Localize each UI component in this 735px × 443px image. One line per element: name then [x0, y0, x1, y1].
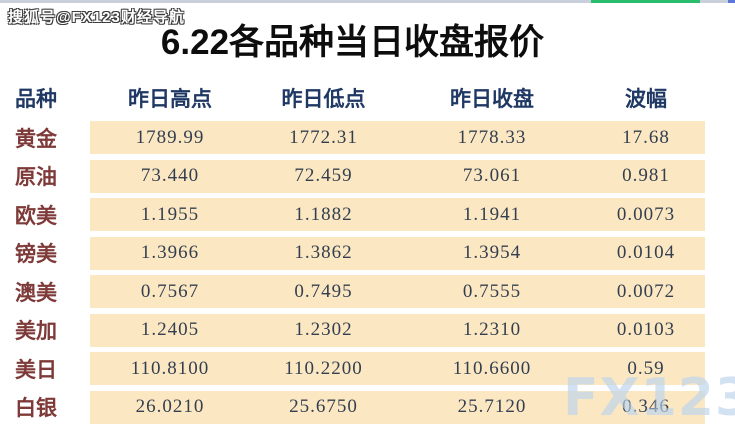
row-label: 白银 [0, 390, 90, 424]
column-header-low: 昨日低点 [281, 87, 366, 111]
cell-close: 110.6600 [452, 357, 532, 379]
row-label: 黄金 [0, 121, 90, 154]
row-label: 原油 [0, 159, 90, 193]
cell-range: 0.0072 [616, 280, 676, 302]
table-row: 欧美 1.1955 1.1882 1.1941 0.0073 [0, 198, 735, 231]
column-header-range: 波幅 [625, 87, 667, 111]
row-band: 110.8100 110.2200 110.6600 0.59 [90, 352, 705, 385]
column-header-instrument: 品种 [15, 87, 57, 111]
cell-low: 1.3862 [294, 242, 353, 263]
table-row: 美加 1.2405 1.2302 1.2310 0.0103 [0, 313, 735, 347]
top-progress-thumb[interactable] [591, 0, 700, 3]
table-row: 澳美 0.7567 0.7495 0.7555 0.0072 [0, 275, 735, 308]
cell-high: 1.3966 [140, 242, 200, 263]
cell-high: 1.2405 [140, 319, 200, 340]
cell-range: 0.0073 [616, 203, 676, 225]
cell-range: 0.981 [622, 165, 670, 186]
cell-close: 1.3954 [462, 242, 522, 263]
column-header-close: 昨日收盘 [450, 87, 534, 111]
cell-close: 0.7555 [462, 280, 522, 302]
cell-low: 72.459 [294, 165, 353, 186]
cell-high: 73.440 [140, 165, 200, 186]
cell-high: 1.1955 [140, 203, 200, 225]
cell-close: 73.061 [462, 165, 522, 186]
cell-range: 0.0103 [616, 319, 676, 340]
fx123-watermark-logo: FX123 [563, 368, 735, 428]
cell-close: 1.2310 [462, 319, 522, 340]
row-band: 73.440 72.459 73.061 0.981 [90, 159, 705, 193]
row-band: 1.1955 1.1882 1.1941 0.0073 [90, 198, 705, 231]
table-row: 美日 110.8100 110.2200 110.6600 0.59 [0, 352, 735, 385]
table-body: 黄金 1789.99 1772.31 1778.33 17.68 原油 73.4… [0, 121, 735, 424]
table-row: 白银 26.0210 25.6750 25.7120 0.346 [0, 390, 735, 424]
cell-low: 1.2302 [294, 319, 353, 340]
row-band: 26.0210 25.6750 25.7120 0.346 [90, 390, 705, 424]
cell-low: 0.7495 [294, 280, 353, 302]
cell-high: 26.0210 [135, 396, 205, 417]
row-band: 0.7567 0.7495 0.7555 0.0072 [90, 275, 705, 308]
cell-range: 0.346 [622, 396, 670, 417]
row-band: 1789.99 1772.31 1778.33 17.68 [90, 121, 705, 154]
row-band: 1.3966 1.3862 1.3954 0.0104 [90, 236, 705, 270]
row-label: 美加 [0, 313, 90, 347]
cell-close: 1778.33 [457, 126, 527, 148]
cell-high: 1789.99 [135, 126, 205, 148]
column-header-high: 昨日高点 [128, 87, 212, 111]
cell-range: 0.59 [627, 357, 665, 379]
cell-close: 1.1941 [462, 203, 522, 225]
table-header: 品种 昨日高点 昨日低点 昨日收盘 波幅 [0, 80, 705, 116]
row-label: 欧美 [0, 198, 90, 231]
cell-low: 1772.31 [289, 126, 358, 148]
top-progress-corner [728, 0, 735, 3]
sohu-watermark: 搜狐号@FX123财经导航 [8, 9, 185, 26]
table-row: 原油 73.440 72.459 73.061 0.981 [0, 159, 735, 193]
cell-range: 0.0104 [616, 242, 676, 263]
cell-high: 0.7567 [140, 280, 200, 302]
cell-low: 25.6750 [289, 396, 358, 417]
cell-high: 110.8100 [130, 357, 210, 379]
row-label: 镑美 [0, 236, 90, 270]
cell-close: 25.7120 [457, 396, 527, 417]
table-row: 黄金 1789.99 1772.31 1778.33 17.68 [0, 121, 735, 154]
cell-low: 1.1882 [294, 203, 353, 225]
top-progress-track [0, 0, 735, 3]
row-label: 澳美 [0, 275, 90, 308]
title-date: 6.22 [160, 23, 230, 62]
cell-low: 110.2200 [284, 357, 363, 379]
cell-range: 17.68 [622, 126, 670, 148]
title-text: 各品种当日收盘报价 [229, 23, 545, 62]
page-title: 6.22各品种当日收盘报价 [0, 14, 705, 65]
table-row: 镑美 1.3966 1.3862 1.3954 0.0104 [0, 236, 735, 270]
row-label: 美日 [0, 352, 90, 385]
row-band: 1.2405 1.2302 1.2310 0.0103 [90, 313, 705, 347]
